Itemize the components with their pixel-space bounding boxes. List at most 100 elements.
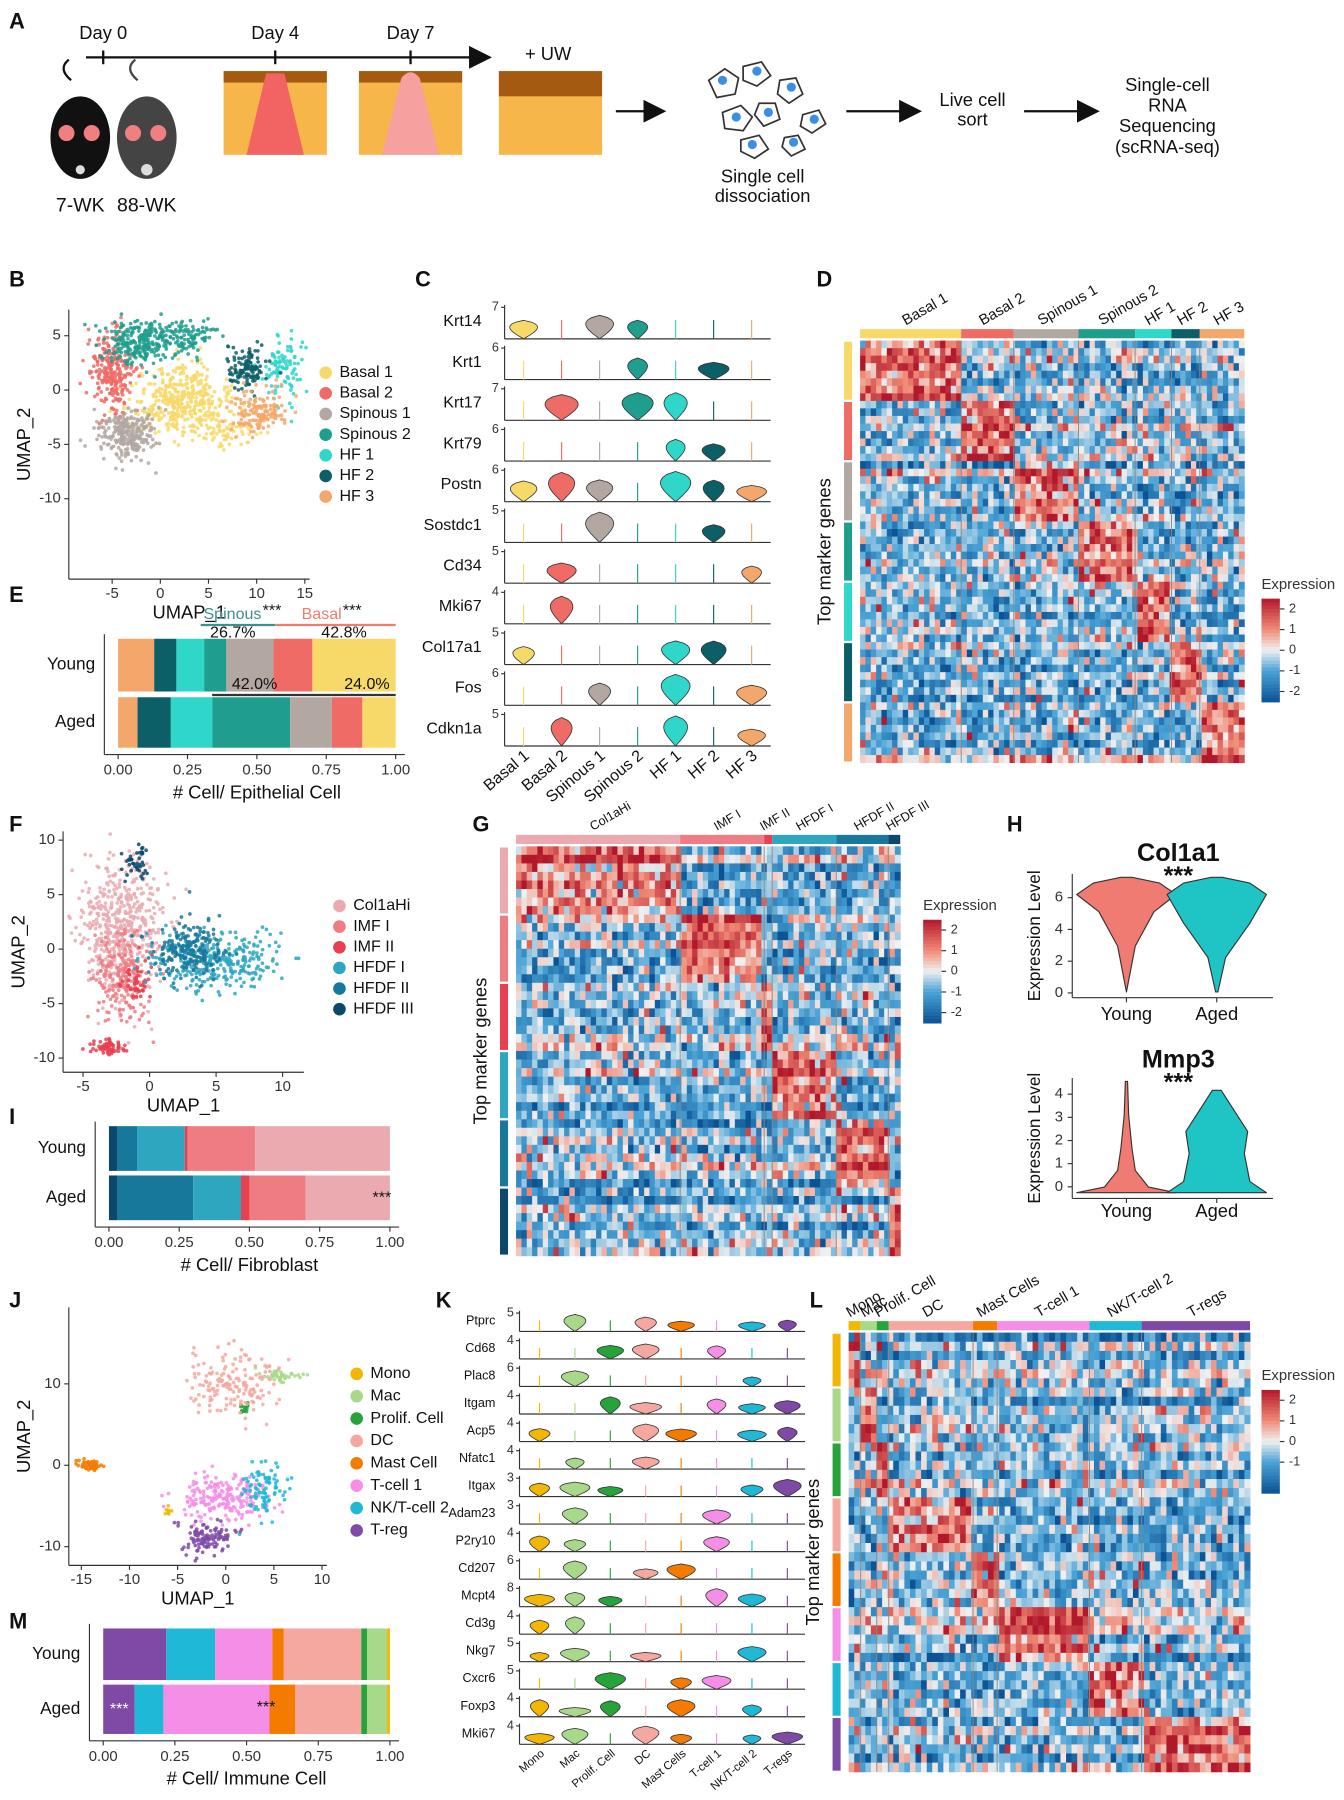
heatmap-cell bbox=[977, 574, 984, 583]
heatmap-cell bbox=[1014, 378, 1021, 387]
heatmap-cell bbox=[934, 415, 941, 424]
heatmap-cell bbox=[940, 551, 946, 560]
heatmap-cell bbox=[950, 408, 957, 417]
heatmap-cell bbox=[1196, 566, 1203, 575]
heatmap-cell bbox=[1116, 604, 1123, 613]
heatmap-cell bbox=[913, 476, 920, 485]
heatmap-cell bbox=[1158, 423, 1165, 432]
heatmap-cell bbox=[1174, 468, 1181, 477]
cell-point bbox=[93, 394, 97, 399]
heatmap-cell bbox=[886, 483, 893, 492]
heatmap-cell bbox=[1222, 626, 1229, 635]
heatmap-cell bbox=[870, 626, 877, 635]
cell-point bbox=[217, 429, 222, 434]
cell-point bbox=[230, 395, 234, 400]
heatmap-cell bbox=[950, 566, 957, 575]
heatmap-cell bbox=[1228, 574, 1235, 583]
cell-point bbox=[146, 434, 151, 438]
heatmap-cell bbox=[1078, 453, 1085, 462]
heatmap-cell bbox=[961, 506, 968, 515]
heatmap-cell bbox=[1164, 438, 1171, 447]
heatmap-cell bbox=[1094, 529, 1101, 538]
heatmap-cell bbox=[1233, 589, 1240, 598]
cell-point bbox=[207, 384, 212, 389]
heatmap-cell bbox=[1068, 385, 1075, 394]
heatmap-cell bbox=[1196, 506, 1203, 515]
heatmap-cell bbox=[961, 453, 968, 462]
heatmap-cell bbox=[1190, 393, 1197, 402]
cell-point bbox=[121, 363, 126, 368]
heatmap-cell bbox=[1004, 544, 1010, 553]
heatmap-cell bbox=[977, 521, 984, 530]
heatmap-cell bbox=[1116, 385, 1123, 394]
heatmap-cell bbox=[870, 340, 877, 349]
heatmap-cell bbox=[1020, 581, 1027, 590]
cell-point bbox=[176, 398, 181, 403]
cell-point bbox=[112, 431, 116, 435]
heatmap-cell bbox=[1206, 438, 1213, 447]
heatmap-cell bbox=[1004, 513, 1010, 522]
heatmap-cell bbox=[1121, 626, 1128, 635]
heatmap-cell bbox=[902, 574, 909, 583]
heatmap-cell bbox=[1228, 476, 1235, 485]
heatmap-cell bbox=[988, 400, 995, 409]
heatmap-cell bbox=[918, 340, 925, 349]
heatmap-cell bbox=[1052, 423, 1059, 432]
heatmap-cell bbox=[1100, 431, 1107, 440]
heatmap-cell bbox=[918, 423, 925, 432]
heatmap-cell bbox=[1052, 649, 1059, 658]
cell-point bbox=[119, 315, 123, 320]
heatmap-cell bbox=[876, 589, 883, 598]
heatmap-cell bbox=[1174, 476, 1181, 485]
heatmap-cell bbox=[1052, 559, 1059, 568]
cell-point bbox=[194, 395, 198, 400]
heatmap-cell bbox=[1201, 483, 1208, 492]
violin bbox=[509, 480, 538, 503]
heatmap-cell bbox=[1009, 521, 1016, 530]
heatmap-cell bbox=[945, 370, 952, 379]
heatmap-cell bbox=[860, 506, 866, 515]
heatmap-cell bbox=[1228, 513, 1235, 522]
heatmap-cell bbox=[1158, 348, 1165, 357]
heatmap-cell bbox=[1121, 491, 1128, 500]
x-axis-label: UMAP_1 bbox=[153, 601, 226, 623]
panel-label: F bbox=[9, 811, 22, 836]
heatmap-cell bbox=[1004, 626, 1010, 635]
heatmap-cell bbox=[918, 438, 925, 447]
heatmap-cell bbox=[1222, 370, 1229, 379]
heatmap-cell bbox=[1153, 385, 1160, 394]
heatmap-cell bbox=[1212, 385, 1219, 394]
cell-point bbox=[137, 434, 142, 439]
cell-point bbox=[255, 349, 260, 353]
heatmap-cell bbox=[918, 378, 925, 387]
cell-point bbox=[136, 425, 140, 430]
heatmap-cell bbox=[1180, 642, 1187, 651]
heatmap-cell bbox=[913, 446, 920, 455]
heatmap-cell bbox=[929, 453, 936, 462]
heatmap-cell bbox=[886, 559, 893, 568]
heatmap-cell bbox=[913, 483, 920, 492]
heatmap-cell bbox=[1057, 611, 1064, 620]
heatmap-cell bbox=[1052, 544, 1059, 553]
cell-point bbox=[110, 393, 115, 398]
heatmap-cell bbox=[1062, 574, 1069, 583]
heatmap-cell bbox=[988, 498, 995, 507]
heatmap-cell bbox=[918, 363, 925, 372]
heatmap-cell bbox=[913, 385, 920, 394]
heatmap-cell bbox=[1062, 596, 1069, 605]
heatmap-cell bbox=[1158, 581, 1165, 590]
heatmap-cell bbox=[1121, 453, 1128, 462]
cell-point bbox=[102, 413, 107, 417]
heatmap-cell bbox=[988, 611, 995, 620]
cell-point bbox=[123, 447, 128, 452]
heatmap-cell bbox=[860, 393, 866, 402]
heatmap-cell bbox=[1004, 589, 1010, 598]
heatmap-cell bbox=[1041, 521, 1048, 530]
heatmap-cell bbox=[1116, 544, 1123, 553]
heatmap-cell bbox=[1190, 483, 1197, 492]
cell-point bbox=[283, 409, 287, 413]
heatmap-cell bbox=[1233, 498, 1240, 507]
heatmap-cell bbox=[1100, 461, 1107, 470]
heatmap-cell bbox=[977, 596, 984, 605]
heatmap-cell bbox=[1014, 431, 1021, 440]
